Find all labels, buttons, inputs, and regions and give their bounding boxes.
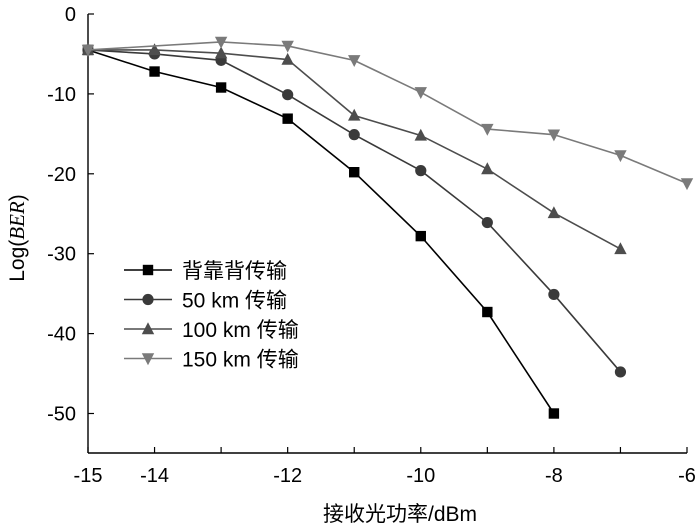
data-point (414, 87, 427, 100)
series-1 (82, 44, 560, 419)
y-tick-label: -50 (47, 404, 76, 426)
legend-item: 背靠背传输 (124, 260, 287, 283)
data-point (214, 36, 228, 49)
legend-label: 背靠背传输 (182, 260, 287, 283)
data-point (614, 242, 627, 255)
data-point (348, 129, 360, 141)
series-4 (81, 36, 694, 191)
x-axis-title: 接收光功率/dBm (323, 503, 477, 526)
series-line (87, 49, 555, 414)
series-line (88, 49, 621, 250)
x-tick-label: -6 (678, 465, 696, 487)
series-2 (82, 44, 627, 378)
legend-marker (141, 322, 155, 335)
x-tick-label: -10 (406, 465, 435, 487)
data-point (214, 46, 228, 59)
x-tick-label: -14 (140, 465, 169, 487)
legend-item: 50 km 传输 (124, 290, 287, 313)
y-tick-label: -40 (47, 324, 76, 346)
series-line (87, 49, 622, 373)
legend-marker (142, 293, 154, 306)
data-point (282, 89, 294, 101)
data-point (481, 162, 494, 175)
data-point (215, 82, 227, 93)
data-point (415, 165, 427, 177)
data-point (614, 150, 627, 163)
series-layer (81, 36, 694, 419)
legend-item: 150 km 传输 (124, 349, 299, 372)
series-line (87, 41, 688, 185)
data-point (281, 40, 294, 53)
legend-label: 100 km 传输 (182, 319, 299, 342)
data-point (349, 167, 360, 178)
y-tick-label: 0 (65, 4, 76, 26)
x-tick-label: -15 (74, 465, 103, 487)
y-tick-label: -10 (47, 84, 76, 106)
data-point (415, 230, 426, 242)
data-point (348, 108, 361, 121)
data-point (148, 43, 161, 56)
legend-label: 50 km 传输 (182, 290, 287, 313)
legend-marker (142, 264, 154, 276)
data-point (282, 113, 293, 124)
legend-label: 150 km 传输 (182, 349, 299, 372)
x-tick-label: -12 (273, 465, 302, 487)
data-point (614, 366, 627, 378)
data-point (81, 44, 95, 57)
data-point (548, 288, 560, 301)
data-point (348, 55, 361, 68)
legend-item: 100 km 传输 (124, 319, 299, 342)
data-point (149, 66, 160, 77)
data-point (281, 52, 294, 65)
data-point (548, 408, 560, 419)
data-point (414, 128, 427, 141)
data-point (481, 123, 494, 136)
y-tick-label: -20 (47, 164, 76, 186)
data-point (482, 306, 493, 318)
data-point (680, 178, 694, 191)
series-3 (81, 43, 627, 255)
legend: 背靠背传输 50 km 传输 100 km 传输 150 km 传输 (124, 260, 299, 372)
x-tick-label: -8 (545, 465, 563, 487)
data-point (547, 129, 561, 142)
data-point (481, 216, 493, 229)
legend-marker (141, 353, 155, 366)
axes: -15 -14 -12 -10 -8 -6 0 -10 -20 -30 -40 -50 (47, 4, 696, 487)
y-tick-label: -30 (47, 244, 76, 266)
data-point (547, 206, 561, 219)
y-axis-title: Log(BER) (5, 194, 29, 282)
